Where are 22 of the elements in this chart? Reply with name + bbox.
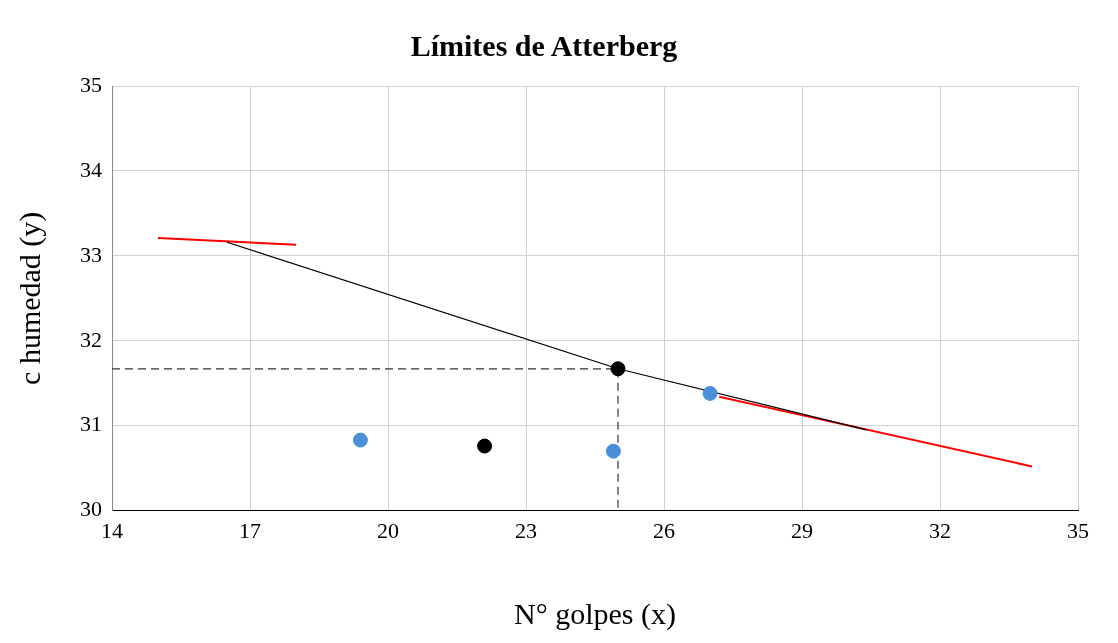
chart-title: Límites de Atterberg — [410, 28, 678, 62]
point — [610, 361, 626, 377]
point — [605, 443, 621, 459]
point — [352, 432, 368, 448]
x-tick-label: 20 — [377, 517, 399, 543]
y-axis-title: c humedad (y) — [12, 211, 47, 385]
y-tick-label: 33 — [80, 241, 102, 267]
y-tick-label: 30 — [80, 496, 102, 522]
y-tick-label: 34 — [80, 156, 102, 182]
y-tick-label: 35 — [80, 71, 102, 97]
x-tick-label: 23 — [515, 517, 537, 543]
x-tick-label: 29 — [791, 517, 813, 543]
x-tick-label: 14 — [101, 517, 123, 543]
point — [477, 438, 493, 454]
x-tick-label: 35 — [1067, 517, 1089, 543]
x-tick-label: 17 — [239, 517, 261, 543]
x-tick-label: 26 — [653, 517, 675, 543]
x-axis-title: N° golpes (x) — [514, 596, 676, 631]
y-tick-label: 31 — [80, 411, 102, 437]
y-tick-label: 32 — [80, 326, 102, 352]
x-tick-label: 32 — [929, 517, 951, 543]
point — [702, 385, 718, 401]
